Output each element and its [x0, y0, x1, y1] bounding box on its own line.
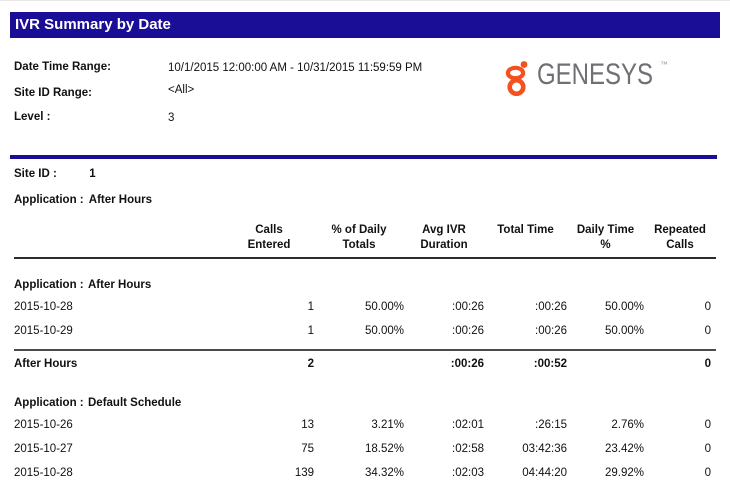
cell-avg: :02:01	[452, 419, 484, 431]
cell-daily: 2.76%	[611, 419, 644, 431]
cell-repeated: 0	[704, 325, 711, 337]
header-avg-ivr-duration: Avg IVR Duration	[420, 224, 468, 251]
cell-pct: 50.00%	[364, 325, 404, 337]
application-label: Application :	[14, 397, 84, 409]
site-id-row: Site ID : 1	[14, 168, 96, 180]
application-label: Application :	[14, 194, 84, 206]
page-title: IVR Summary by Date	[15, 16, 171, 33]
table-header-row: Calls Entered % of Daily Totals Avg IVR …	[14, 220, 716, 256]
cell-repeated: 0	[704, 443, 711, 455]
header-calls-entered: Calls Entered	[247, 224, 291, 251]
table-total-row: After Hours 2 :00:26 :00:52 0	[14, 351, 716, 377]
cell-calls: 139	[294, 467, 314, 479]
level-value: 3	[168, 112, 175, 124]
cell-calls: 1	[307, 301, 314, 313]
cell-calls: 13	[301, 419, 314, 431]
table-row: 2015-10-26 13 3.21% :02:01 :26:15 2.76% 0	[14, 413, 716, 437]
total-repeated: 0	[704, 358, 711, 370]
cell-calls: 1	[307, 325, 314, 337]
cell-avg: :00:26	[452, 325, 484, 337]
report-title-bar: IVR Summary by Date	[10, 12, 720, 38]
cell-date: 2015-10-29	[14, 325, 73, 337]
application-name: After Hours	[88, 279, 152, 291]
date-time-range-value: 10/1/2015 12:00:00 AM - 10/31/2015 11:59…	[168, 62, 423, 74]
cell-daily: 23.42%	[604, 443, 644, 455]
cell-pct: 34.32%	[364, 467, 404, 479]
application-row-top: Application : After Hours	[14, 194, 152, 206]
cell-daily: 50.00%	[604, 301, 644, 313]
cell-repeated: 0	[704, 467, 711, 479]
cell-pct: 50.00%	[364, 301, 404, 313]
cell-repeated: 0	[704, 301, 711, 313]
cell-avg: :02:58	[452, 443, 484, 455]
cell-total: :26:15	[535, 419, 567, 431]
total-calls: 2	[307, 358, 314, 370]
cell-repeated: 0	[704, 419, 711, 431]
cell-total: 04:44:20	[522, 467, 567, 479]
cell-total: 03:42:36	[522, 443, 567, 455]
header-daily-time-pct: Daily Time %	[576, 224, 635, 251]
cell-avg: :00:26	[452, 301, 484, 313]
cell-total: :00:26	[535, 325, 567, 337]
genesys-logo-text: GENESYS	[537, 58, 653, 91]
cell-date: 2015-10-26	[14, 419, 73, 431]
total-avg: :00:26	[450, 358, 484, 370]
genesys-logo: GENESYS ™	[505, 57, 668, 96]
cell-calls: 75	[301, 443, 314, 455]
header-repeated-calls: Repeated Calls	[654, 224, 706, 251]
ivr-summary-table: Calls Entered % of Daily Totals Avg IVR …	[14, 220, 716, 485]
header-total-time: Total Time	[497, 224, 554, 236]
total-divider	[14, 349, 716, 351]
cell-daily: 29.92%	[604, 467, 644, 479]
cell-date: 2015-10-28	[14, 301, 73, 313]
application-name: Default Schedule	[88, 397, 182, 409]
genesys-logo-icon	[505, 61, 528, 96]
table-body: Application : After Hours 2015-10-28 1 50.00…	[14, 259, 716, 485]
cell-avg: :02:03	[452, 467, 484, 479]
cell-daily: 50.00%	[604, 325, 644, 337]
svg-text:GENESYS: GENESYS	[537, 58, 653, 91]
application-value: After Hours	[88, 194, 153, 206]
section-divider	[10, 155, 717, 159]
site-id-range-label: Site ID Range:	[14, 87, 92, 99]
table-row: 2015-10-28 1 50.00% :00:26 :00:26 50.00% 0	[14, 295, 716, 319]
application-section-row: Application : After Hours	[14, 259, 716, 295]
genesys-trademark: ™	[660, 60, 668, 69]
table-row: 2015-10-28 139 34.32% :02:03 04:44:20 29.92% 0	[14, 461, 716, 485]
site-id-value: 1	[89, 168, 96, 180]
level-label: Level :	[14, 111, 51, 123]
total-label: After Hours	[14, 358, 78, 370]
table-row: 2015-10-29 1 50.00% :00:26 :00:26 50.00% 0	[14, 319, 716, 343]
site-id-label: Site ID :	[14, 168, 57, 180]
application-label: Application :	[14, 279, 84, 291]
application-section-row: Application : Default Schedule	[14, 377, 716, 413]
header-empty	[14, 220, 224, 256]
header-pct-daily-totals: % of Daily Totals	[331, 224, 387, 251]
cell-date: 2015-10-28	[14, 467, 73, 479]
header-rule	[14, 257, 716, 259]
site-id-range-value: <All>	[168, 84, 195, 96]
cell-total: :00:26	[535, 301, 567, 313]
cell-date: 2015-10-27	[14, 443, 73, 455]
total-total: :00:52	[533, 358, 567, 370]
date-time-range-label: Date Time Range:	[14, 61, 111, 73]
cell-pct: 3.21%	[371, 419, 404, 431]
table-row: 2015-10-27 75 18.52% :02:58 03:42:36 23.42% 0	[14, 437, 716, 461]
cell-pct: 18.52%	[364, 443, 404, 455]
